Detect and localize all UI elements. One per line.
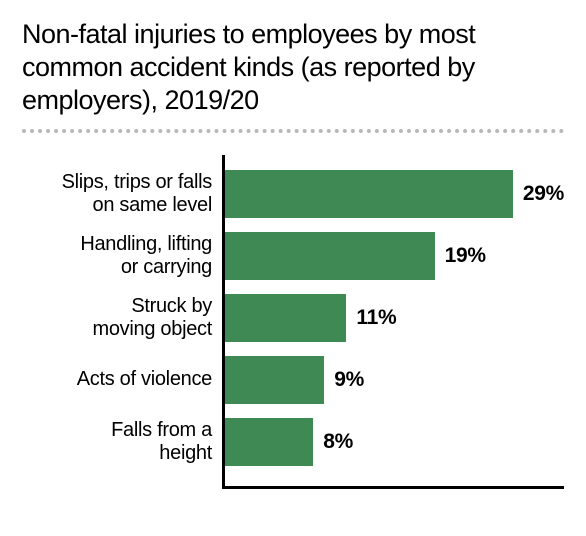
- table-row: Handling, liftingor carrying 19%: [22, 225, 564, 287]
- category-label-line: Slips, trips or falls: [22, 171, 212, 194]
- bar: [225, 294, 346, 342]
- bar-area: 29%: [222, 163, 564, 225]
- category-label: Struck bymoving object: [22, 295, 222, 341]
- bar-area: 19%: [222, 225, 564, 287]
- category-label: Slips, trips or fallson same level: [22, 171, 222, 217]
- category-label-line: Falls from a: [22, 419, 212, 442]
- table-row: Struck bymoving object 11%: [22, 287, 564, 349]
- bar-area: 11%: [222, 287, 564, 349]
- bar: [225, 170, 513, 218]
- bar-value: 11%: [356, 306, 396, 330]
- bar-value: 9%: [334, 368, 364, 392]
- divider: [22, 129, 564, 133]
- table-row: Slips, trips or fallson same level 29%: [22, 163, 564, 225]
- bar-area: 9%: [222, 349, 564, 411]
- x-axis: [222, 486, 564, 489]
- category-label-line: height: [22, 442, 212, 465]
- category-label-line: Acts of violence: [22, 368, 212, 391]
- chart-title: Non-fatal injuries to employees by most …: [22, 18, 564, 117]
- category-label: Handling, liftingor carrying: [22, 233, 222, 279]
- bar: [225, 232, 435, 280]
- category-label-line: on same level: [22, 194, 212, 217]
- bar: [225, 418, 313, 466]
- category-label-line: Handling, lifting: [22, 233, 212, 256]
- y-axis: [222, 155, 225, 489]
- bar-chart: Slips, trips or fallson same level 29% Han…: [22, 163, 564, 489]
- category-label: Acts of violence: [22, 368, 222, 391]
- bar-value: 19%: [445, 244, 486, 268]
- bar-value: 29%: [523, 182, 564, 206]
- table-row: Falls from aheight 8%: [22, 411, 564, 473]
- category-label-line: Struck by: [22, 295, 212, 318]
- chart-rows: Slips, trips or fallson same level 29% Han…: [22, 163, 564, 489]
- bar-value: 8%: [323, 430, 353, 454]
- category-label: Falls from aheight: [22, 419, 222, 465]
- bar: [225, 356, 324, 404]
- bar-area: 8%: [222, 411, 564, 473]
- category-label-line: or carrying: [22, 256, 212, 279]
- table-row: Acts of violence 9%: [22, 349, 564, 411]
- category-label-line: moving object: [22, 318, 212, 341]
